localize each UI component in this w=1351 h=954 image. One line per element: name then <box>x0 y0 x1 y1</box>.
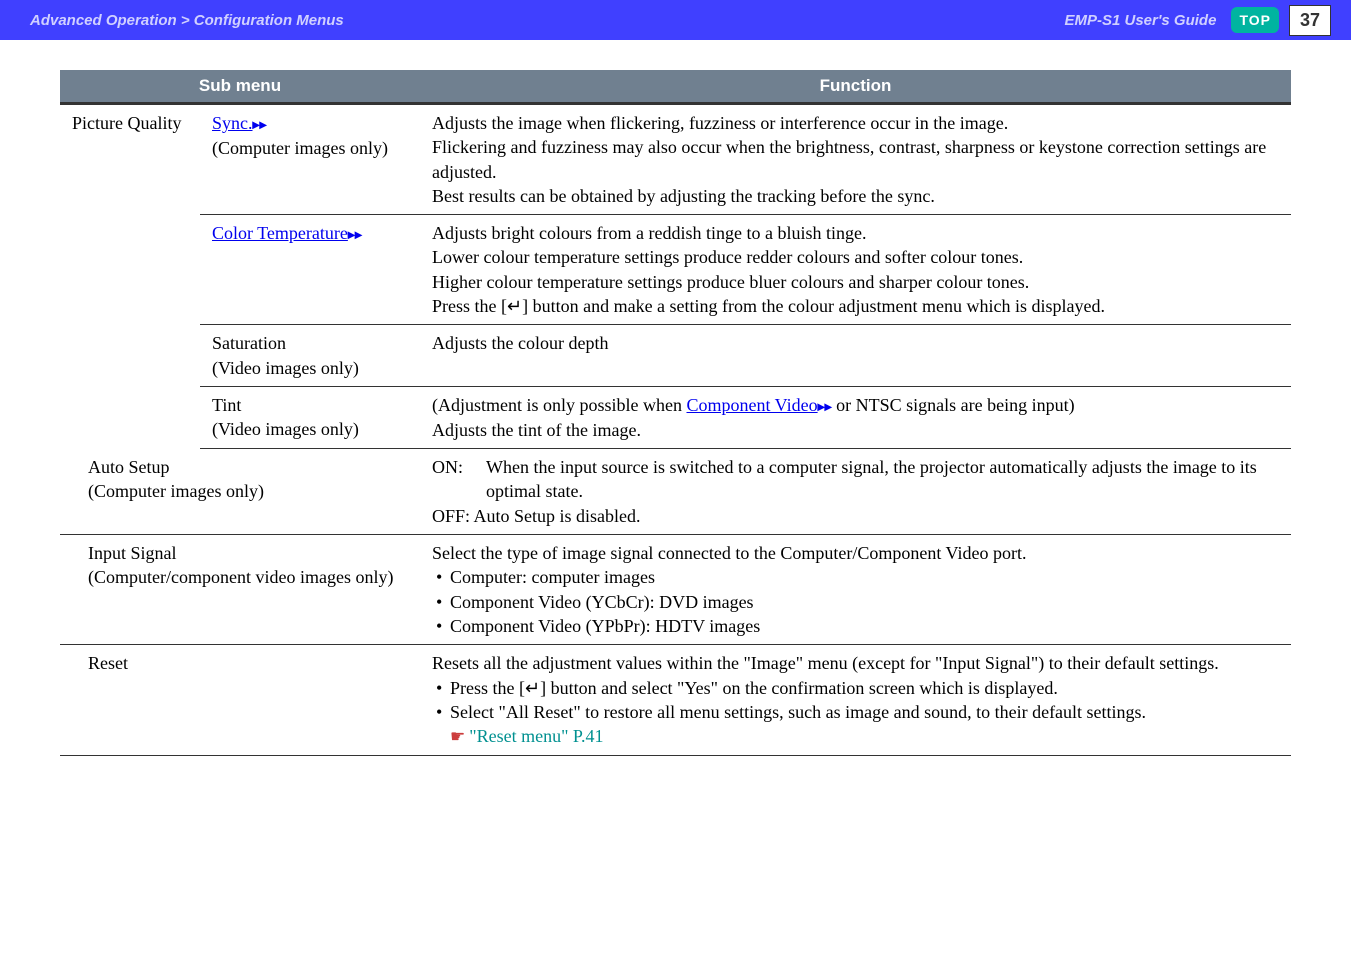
hand-icon: ☛ <box>450 727 465 746</box>
glossary-arrow-icon: ▸▸ <box>818 400 832 415</box>
submenu-function-table: Sub menu Function Picture Quality Sync.▸… <box>60 70 1291 756</box>
enter-icon: ↵ <box>525 678 540 698</box>
text: Select the type of image signal connecte… <box>432 543 1026 563</box>
cell-inputsignal-sub: Input Signal (Computer/component video i… <box>60 535 420 645</box>
text: Auto Setup <box>88 457 170 477</box>
glossary-arrow-icon: ▸▸ <box>253 118 267 133</box>
text: Lower colour temperature settings produc… <box>432 247 1023 267</box>
header-right: EMP-S1 User's Guide TOP 37 <box>1064 5 1331 36</box>
cell-saturation-func: Adjusts the colour depth <box>420 325 1291 387</box>
cell-tint-sub: Tint (Video images only) <box>200 386 420 448</box>
text: (Computer/component video images only) <box>88 567 393 587</box>
text: or NTSC signals are being input) <box>832 395 1075 415</box>
guide-label: EMP-S1 User's Guide <box>1064 12 1216 29</box>
text: OFF: Auto Setup is disabled. <box>432 506 641 526</box>
on-text: When the input source is switched to a c… <box>486 455 1279 504</box>
reset-menu-link[interactable]: "Reset menu" P.41 <box>469 726 603 746</box>
text: Adjusts the image when flickering, fuzzi… <box>432 113 1008 133</box>
text: Adjusts the tint of the image. <box>432 420 641 440</box>
table-row: Color Temperature▸▸ Adjusts bright colou… <box>60 215 1291 325</box>
cell-picture-quality: Picture Quality <box>60 104 200 449</box>
text: Press the [↵] button and select "Yes" on… <box>450 676 1279 700</box>
text: ] button and make a setting from the col… <box>522 296 1105 316</box>
cell-reset-sub: Reset <box>60 645 420 756</box>
text: (Video images only) <box>212 419 359 439</box>
bullet-icon: • <box>436 700 450 749</box>
cell-colortemp-sub: Color Temperature▸▸ <box>200 215 420 325</box>
text: Saturation <box>212 333 286 353</box>
text: Select "All Reset" to restore all menu s… <box>450 700 1279 749</box>
text: Tint <box>212 395 241 415</box>
text: (Computer images only) <box>88 481 264 501</box>
page-content: Sub menu Function Picture Quality Sync.▸… <box>0 40 1351 816</box>
bullet-icon: • <box>436 590 450 614</box>
col-header-submenu: Sub menu <box>60 70 420 104</box>
on-label: ON: <box>432 455 486 504</box>
text: Resets all the adjustment values within … <box>432 653 1219 673</box>
cell-tint-func: (Adjustment is only possible when Compon… <box>420 386 1291 448</box>
text: Component Video (YCbCr): DVD images <box>450 590 1279 614</box>
cell-colortemp-func: Adjusts bright colours from a reddish ti… <box>420 215 1291 325</box>
cell-saturation-sub: Saturation (Video images only) <box>200 325 420 387</box>
table-row: Reset Resets all the adjustment values w… <box>60 645 1291 756</box>
text: Component Video (YPbPr): HDTV images <box>450 614 1279 638</box>
sync-link[interactable]: Sync. <box>212 113 253 133</box>
top-badge[interactable]: TOP <box>1231 7 1279 33</box>
bullet-icon: • <box>436 565 450 589</box>
table-row: Saturation (Video images only) Adjusts t… <box>60 325 1291 387</box>
text: Input Signal <box>88 543 177 563</box>
text: Press the [ <box>432 296 507 316</box>
text: (Adjustment is only possible when <box>432 395 687 415</box>
component-video-link[interactable]: Component Video <box>687 395 818 415</box>
glossary-arrow-icon: ▸▸ <box>348 228 362 243</box>
cell-sync-sub: Sync.▸▸ (Computer images only) <box>200 104 420 215</box>
enter-icon: ↵ <box>507 296 522 316</box>
bullet-icon: • <box>436 614 450 638</box>
text: Computer: computer images <box>450 565 1279 589</box>
bullet-icon: • <box>436 676 450 700</box>
text: (Video images only) <box>212 358 359 378</box>
cell-sync-func: Adjusts the image when flickering, fuzzi… <box>420 104 1291 215</box>
table-row: Input Signal (Computer/component video i… <box>60 535 1291 645</box>
table-row: Picture Quality Sync.▸▸ (Computer images… <box>60 104 1291 215</box>
text: Adjusts bright colours from a reddish ti… <box>432 223 866 243</box>
col-header-function: Function <box>420 70 1291 104</box>
header-bar: Advanced Operation > Configuration Menus… <box>0 0 1351 40</box>
cell-inputsignal-func: Select the type of image signal connecte… <box>420 535 1291 645</box>
breadcrumb: Advanced Operation > Configuration Menus <box>30 12 344 29</box>
text: Best results can be obtained by adjustin… <box>432 186 935 206</box>
color-temp-link[interactable]: Color Temperature <box>212 223 348 243</box>
table-row: Auto Setup (Computer images only) ON: Wh… <box>60 449 1291 535</box>
cell-autosetup-sub: Auto Setup (Computer images only) <box>60 449 420 535</box>
table-row: Tint (Video images only) (Adjustment is … <box>60 386 1291 448</box>
page-number: 37 <box>1289 5 1331 36</box>
sync-note: (Computer images only) <box>212 138 388 158</box>
cell-autosetup-func: ON: When the input source is switched to… <box>420 449 1291 535</box>
cell-reset-func: Resets all the adjustment values within … <box>420 645 1291 756</box>
text: Higher colour temperature settings produ… <box>432 272 1029 292</box>
text: Flickering and fuzziness may also occur … <box>432 137 1266 181</box>
